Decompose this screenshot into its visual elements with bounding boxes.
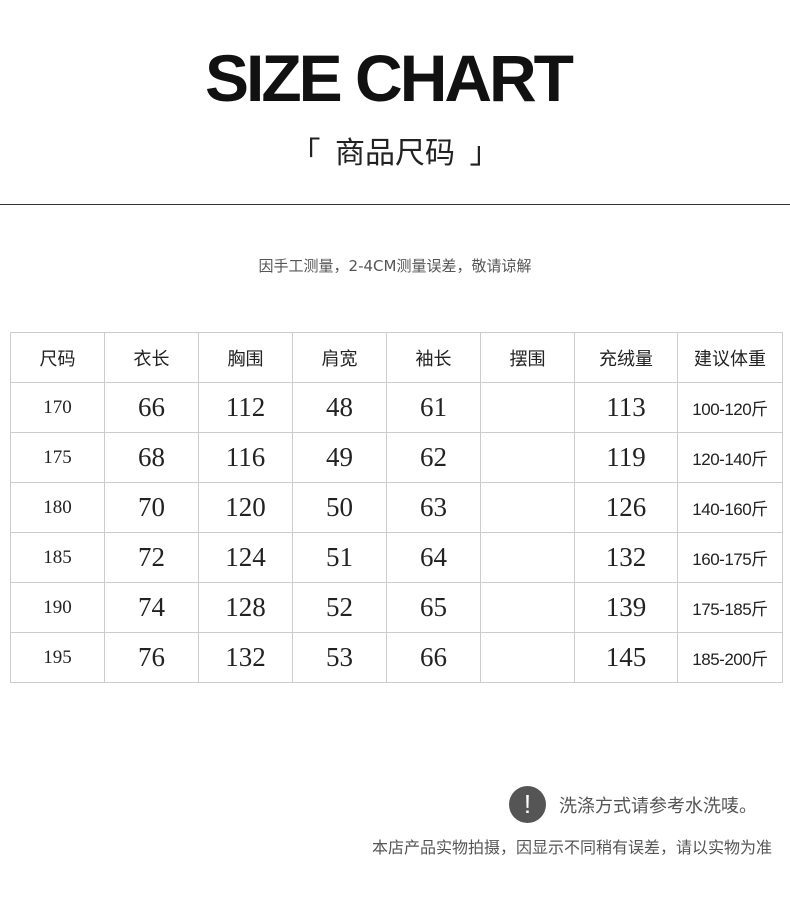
wash-note-text: 洗涤方式请参考水洗唛。 bbox=[559, 795, 757, 817]
table-row: 195 76 132 53 66 145 185-200斤 bbox=[10, 632, 783, 683]
column-header: 充绒量 bbox=[574, 332, 678, 383]
table-cell bbox=[480, 382, 575, 433]
table-cell: 128 bbox=[198, 582, 293, 633]
table-cell: 50 bbox=[292, 482, 387, 533]
column-header: 袖长 bbox=[386, 332, 481, 383]
size-table: 尺码 衣长 胸围 肩宽 袖长 摆围 充绒量 建议体重 170 66 112 48 61 113 100-12… bbox=[10, 332, 783, 683]
table-cell: 62 bbox=[386, 432, 481, 483]
table-cell bbox=[480, 482, 575, 533]
table-cell: 119 bbox=[574, 432, 678, 483]
table-cell: 48 bbox=[292, 382, 387, 433]
table-cell: 112 bbox=[198, 382, 293, 433]
table-cell bbox=[480, 632, 575, 683]
table-cell bbox=[480, 532, 575, 583]
table-cell: 65 bbox=[386, 582, 481, 633]
table-cell: 120-140斤 bbox=[677, 432, 783, 483]
table-cell: 175 bbox=[10, 432, 105, 483]
column-header: 衣长 bbox=[104, 332, 199, 383]
table-cell: 113 bbox=[574, 382, 678, 433]
table-cell: 185 bbox=[10, 532, 105, 583]
table-cell: 170 bbox=[10, 382, 105, 433]
table-cell bbox=[480, 432, 575, 483]
table-cell: 145 bbox=[574, 632, 678, 683]
divider bbox=[0, 204, 790, 205]
table-cell: 190 bbox=[10, 582, 105, 633]
table-row: 170 66 112 48 61 113 100-120斤 bbox=[10, 382, 783, 433]
bracket-open: 「 bbox=[290, 136, 321, 171]
disclaimer: 本店产品实物拍摄，因显示不同稍有误差，请以实物为准 bbox=[371, 838, 772, 857]
table-cell: 52 bbox=[292, 582, 387, 633]
table-cell: 180 bbox=[10, 482, 105, 533]
table-cell: 132 bbox=[574, 532, 678, 583]
table-row: 185 72 124 51 64 132 160-175斤 bbox=[10, 532, 783, 583]
exclamation-icon: ! bbox=[509, 786, 546, 823]
table-cell: 160-175斤 bbox=[677, 532, 783, 583]
table-cell: 100-120斤 bbox=[677, 382, 783, 433]
column-header: 胸围 bbox=[198, 332, 293, 383]
table-cell: 139 bbox=[574, 582, 678, 633]
table-cell bbox=[480, 582, 575, 633]
table-cell: 66 bbox=[104, 382, 199, 433]
wash-note: ! 洗涤方式请参考水洗唛。 bbox=[509, 786, 757, 823]
header-row: 尺码 衣长 胸围 肩宽 袖长 摆围 充绒量 建议体重 bbox=[10, 332, 783, 383]
table-cell: 175-185斤 bbox=[677, 582, 783, 633]
table-cell: 185-200斤 bbox=[677, 632, 783, 683]
column-header: 尺码 bbox=[10, 332, 105, 383]
table-cell: 140-160斤 bbox=[677, 482, 783, 533]
table-row: 175 68 116 49 62 119 120-140斤 bbox=[10, 432, 783, 483]
table-cell: 195 bbox=[10, 632, 105, 683]
table-cell: 124 bbox=[198, 532, 293, 583]
table-cell: 70 bbox=[104, 482, 199, 533]
table-cell: 116 bbox=[198, 432, 293, 483]
table-cell: 120 bbox=[198, 482, 293, 533]
column-header: 建议体重 bbox=[677, 332, 783, 383]
table-cell: 132 bbox=[198, 632, 293, 683]
bracket-close: 」 bbox=[469, 136, 500, 171]
table-cell: 76 bbox=[104, 632, 199, 683]
table-cell: 72 bbox=[104, 532, 199, 583]
subtitle-text: 商品尺码 bbox=[335, 136, 455, 171]
table-cell: 64 bbox=[386, 532, 481, 583]
page-subtitle: 「 商品尺码 」 bbox=[0, 128, 790, 172]
table-cell: 74 bbox=[104, 582, 199, 633]
table-cell: 53 bbox=[292, 632, 387, 683]
table-row: 180 70 120 50 63 126 140-160斤 bbox=[10, 482, 783, 533]
table-cell: 126 bbox=[574, 482, 678, 533]
column-header: 摆围 bbox=[480, 332, 575, 383]
table-cell: 49 bbox=[292, 432, 387, 483]
column-header: 肩宽 bbox=[292, 332, 387, 383]
table-cell: 61 bbox=[386, 382, 481, 433]
page-title: SIZE CHART bbox=[205, 41, 574, 115]
table-row: 190 74 128 52 65 139 175-185斤 bbox=[10, 582, 783, 633]
table-cell: 66 bbox=[386, 632, 481, 683]
table-cell: 63 bbox=[386, 482, 481, 533]
table-cell: 51 bbox=[292, 532, 387, 583]
measurement-note: 因手工测量，2-4CM测量误差，敬请谅解 bbox=[258, 257, 532, 275]
table-cell: 68 bbox=[104, 432, 199, 483]
